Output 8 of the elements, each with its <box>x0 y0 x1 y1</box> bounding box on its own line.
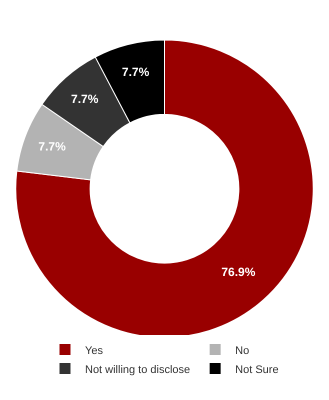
legend-label: Not Sure <box>235 364 279 376</box>
legend-label: Yes <box>85 344 104 357</box>
data-label: 7.7% <box>38 139 66 154</box>
legend-label: Not willing to disclose <box>85 364 190 376</box>
data-label: 7.7% <box>71 92 99 106</box>
data-label: 76.9% <box>221 265 256 280</box>
legend-label: No <box>235 344 250 357</box>
data-label: 7.7% <box>122 65 150 80</box>
